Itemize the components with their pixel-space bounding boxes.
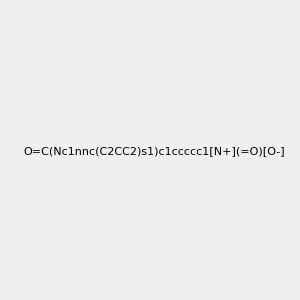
Text: O=C(Nc1nnc(C2CC2)s1)c1ccccc1[N+](=O)[O-]: O=C(Nc1nnc(C2CC2)s1)c1ccccc1[N+](=O)[O-]: [23, 146, 285, 157]
